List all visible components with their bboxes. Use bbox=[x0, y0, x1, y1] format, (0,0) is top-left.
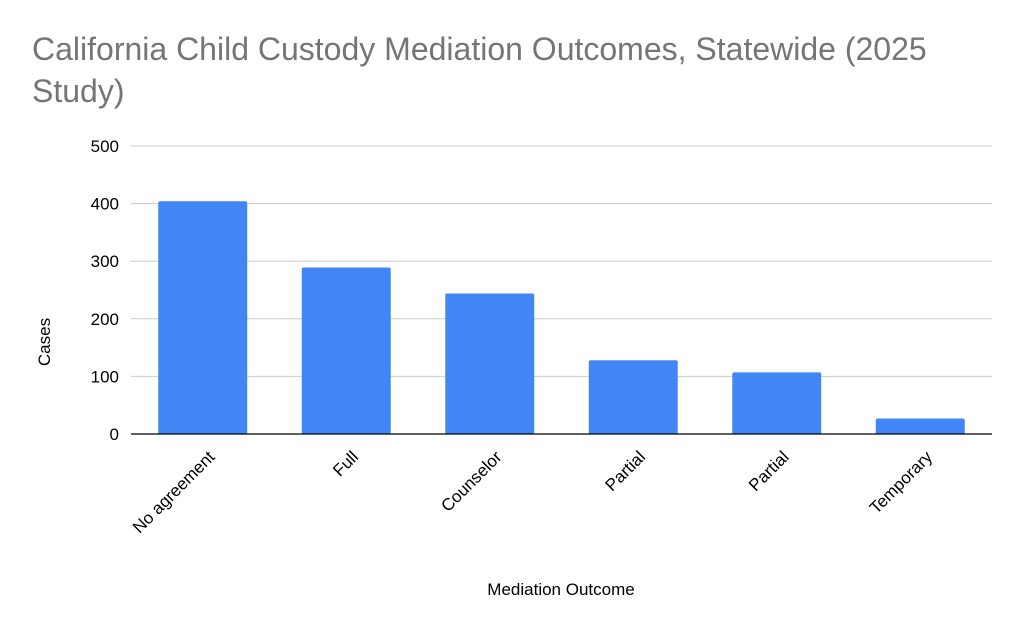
bar bbox=[732, 372, 822, 434]
y-tick-label: 300 bbox=[91, 252, 119, 271]
x-tick-label: Partial bbox=[602, 447, 650, 495]
y-axis-title: Cases bbox=[35, 318, 54, 366]
bars bbox=[158, 201, 965, 434]
bar bbox=[875, 418, 965, 434]
y-tick-label: 400 bbox=[91, 195, 119, 214]
bar bbox=[445, 293, 535, 434]
y-axis-ticks: 0 100 200 300 400 500 bbox=[91, 137, 119, 444]
y-tick-label: 100 bbox=[91, 367, 119, 386]
bar bbox=[588, 360, 678, 434]
y-tick-label: 200 bbox=[91, 310, 119, 329]
bar bbox=[301, 267, 391, 434]
bar bbox=[158, 201, 248, 434]
gridlines bbox=[131, 145, 992, 377]
x-tick-label: Full bbox=[329, 447, 362, 480]
x-tick-label: No agreement bbox=[129, 447, 219, 537]
chart-title: California Child Custody Mediation Outco… bbox=[32, 31, 927, 109]
x-tick-label: Temporary bbox=[866, 447, 937, 518]
x-tick-label: Partial bbox=[745, 447, 793, 495]
x-axis-ticks: No agreement Full Counselor Partial Partial T… bbox=[129, 447, 936, 537]
y-tick-label: 500 bbox=[91, 137, 119, 156]
y-tick-label: 0 bbox=[110, 425, 119, 444]
x-tick-label: Counselor bbox=[437, 447, 505, 515]
x-axis-title: Mediation Outcome bbox=[487, 580, 634, 599]
